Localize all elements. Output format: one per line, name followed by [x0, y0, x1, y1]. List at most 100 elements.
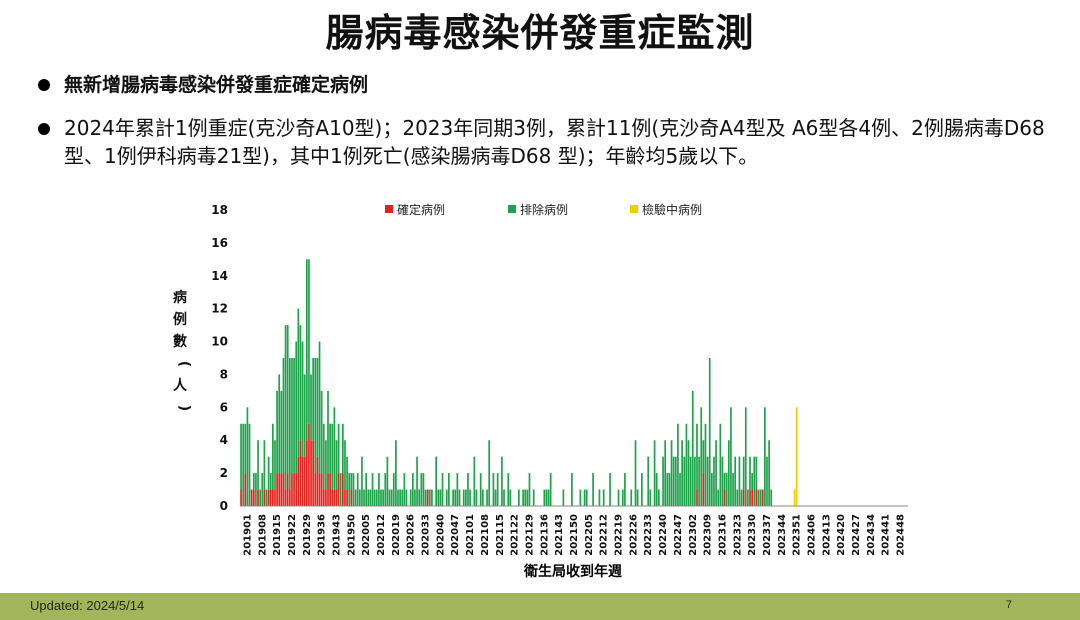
bar-segment-excluded — [312, 358, 315, 441]
bar-segment-excluded — [522, 489, 524, 506]
bar-segment-confirmed — [303, 456, 306, 506]
bar-segment-excluded — [454, 489, 457, 506]
bar-segment-excluded — [329, 423, 331, 474]
x-tick-label: 202434 — [866, 514, 877, 556]
bar-segment-excluded — [492, 473, 495, 506]
x-tick-label: 202122 — [510, 514, 521, 556]
bar-segment-excluded — [244, 423, 247, 474]
bar-segment-excluded — [365, 473, 368, 506]
x-tick-label: 201929 — [302, 514, 313, 556]
bar-segment-excluded — [344, 440, 346, 490]
bar-segment-excluded — [422, 473, 425, 506]
bar-segment-excluded — [641, 473, 643, 506]
bar-segment-excluded — [278, 374, 281, 474]
bar-segment-excluded — [295, 341, 298, 474]
bar-segment-confirmed — [267, 489, 270, 506]
bar-segment-excluded — [730, 407, 732, 506]
bar-segment-confirmed — [755, 489, 758, 506]
bar-segment-excluded — [320, 390, 323, 474]
bar-segment-excluded — [456, 473, 459, 506]
bar-segment-excluded — [481, 489, 484, 506]
bar-segment-excluded — [369, 489, 372, 506]
bar-segment-excluded — [679, 473, 681, 506]
bar-segment-excluded — [598, 489, 601, 506]
bar-segment-excluded — [248, 423, 251, 506]
bar-segment-excluded — [331, 423, 334, 490]
bar-segment-excluded — [395, 440, 397, 506]
bar-segment-excluded — [337, 423, 340, 474]
bar-segment-excluded — [624, 473, 626, 506]
bar-segment-excluded — [700, 407, 703, 506]
bar-segment-excluded — [452, 489, 454, 506]
bar-segment-excluded — [259, 489, 261, 506]
bar-segment-confirmed — [749, 489, 751, 506]
legend-swatch — [385, 205, 393, 213]
bar-segment-excluded — [528, 473, 531, 506]
bar-segment-excluded — [257, 440, 259, 490]
bar-segment-excluded — [747, 489, 749, 506]
bar-segment-excluded — [386, 456, 389, 506]
footer-updated-date: Updated: 2024/5/14 — [30, 598, 145, 613]
x-tick-label: 201901 — [242, 514, 253, 556]
bar-segment-excluded — [308, 259, 310, 424]
bar-segment-excluded — [418, 489, 421, 506]
bar-segment-excluded — [734, 456, 737, 506]
y-tick-label: 10 — [211, 335, 228, 349]
bar-segment-confirmed — [291, 473, 293, 506]
bullet-item-summary: 無新增腸病毒感染併發重症確定病例 — [38, 72, 1068, 98]
bar-segment-excluded — [467, 473, 469, 506]
bar-segment-excluded — [265, 489, 268, 506]
bar-segment-excluded — [770, 489, 773, 506]
x-tick-label: 202302 — [688, 514, 699, 556]
x-tick-label: 202413 — [821, 514, 832, 556]
bar-segment-excluded — [373, 489, 376, 506]
bar-segment-confirmed — [318, 473, 321, 506]
bar-segment-excluded — [683, 456, 686, 506]
x-tick-label: 202309 — [703, 514, 714, 556]
bar-segment-excluded — [414, 489, 416, 506]
chart-legend: 確定病例 排除病例 檢驗中病例 — [385, 202, 702, 217]
bar-segment-excluded — [465, 489, 467, 506]
bar-segment-excluded — [571, 473, 573, 506]
bar-segment-excluded — [367, 489, 370, 506]
bar-segment-excluded — [621, 489, 624, 506]
bar-segment-excluded — [764, 407, 766, 506]
bar-segment-confirmed — [299, 440, 302, 506]
bar-segment-excluded — [662, 456, 664, 506]
bar-segment-excluded — [475, 489, 478, 506]
bar-segment-excluded — [303, 374, 306, 457]
x-tick-label: 202330 — [747, 514, 758, 556]
bar-segment-excluded — [744, 407, 747, 506]
bar-segment-excluded — [715, 440, 717, 506]
bar-segment-excluded — [441, 473, 444, 506]
bar-segment-confirmed — [284, 489, 287, 506]
bar-segment-excluded — [405, 489, 408, 506]
bar-segment-excluded — [549, 473, 552, 506]
bar-segment-excluded — [335, 440, 338, 490]
y-axis-label-char: 例 — [173, 311, 187, 328]
bar-segment-confirmed — [350, 489, 353, 506]
bar-segment-excluded — [657, 489, 660, 506]
bar-segment-confirmed — [308, 423, 310, 506]
x-axis: 201901 201908 201915 201922 201929 201936 2019… — [240, 505, 908, 556]
bar-segment-excluded — [272, 423, 274, 490]
bar-segment-excluded — [384, 473, 387, 506]
bar-segment-confirmed — [322, 489, 325, 506]
bar-segment-excluded — [358, 489, 361, 506]
bar-segment-excluded — [316, 358, 319, 457]
bar-segment-confirmed — [293, 473, 295, 506]
bar-segment-excluded — [274, 440, 276, 490]
x-tick-label: 201908 — [257, 514, 268, 556]
bar-segment-confirmed — [278, 473, 281, 506]
bar-segment-excluded — [284, 325, 287, 490]
bar-segment-excluded — [768, 440, 770, 506]
y-tick-label: 8 — [220, 367, 228, 381]
bar-segment-excluded — [354, 489, 357, 506]
bar-segment-confirmed — [342, 473, 344, 506]
x-tick-label: 202406 — [807, 514, 818, 556]
bar-segment-excluded — [636, 489, 639, 506]
bar-segment-excluded — [698, 456, 700, 506]
bar-segment-confirmed — [314, 473, 317, 506]
bar-segment-excluded — [382, 489, 384, 506]
bar-segment-excluded — [375, 489, 378, 506]
